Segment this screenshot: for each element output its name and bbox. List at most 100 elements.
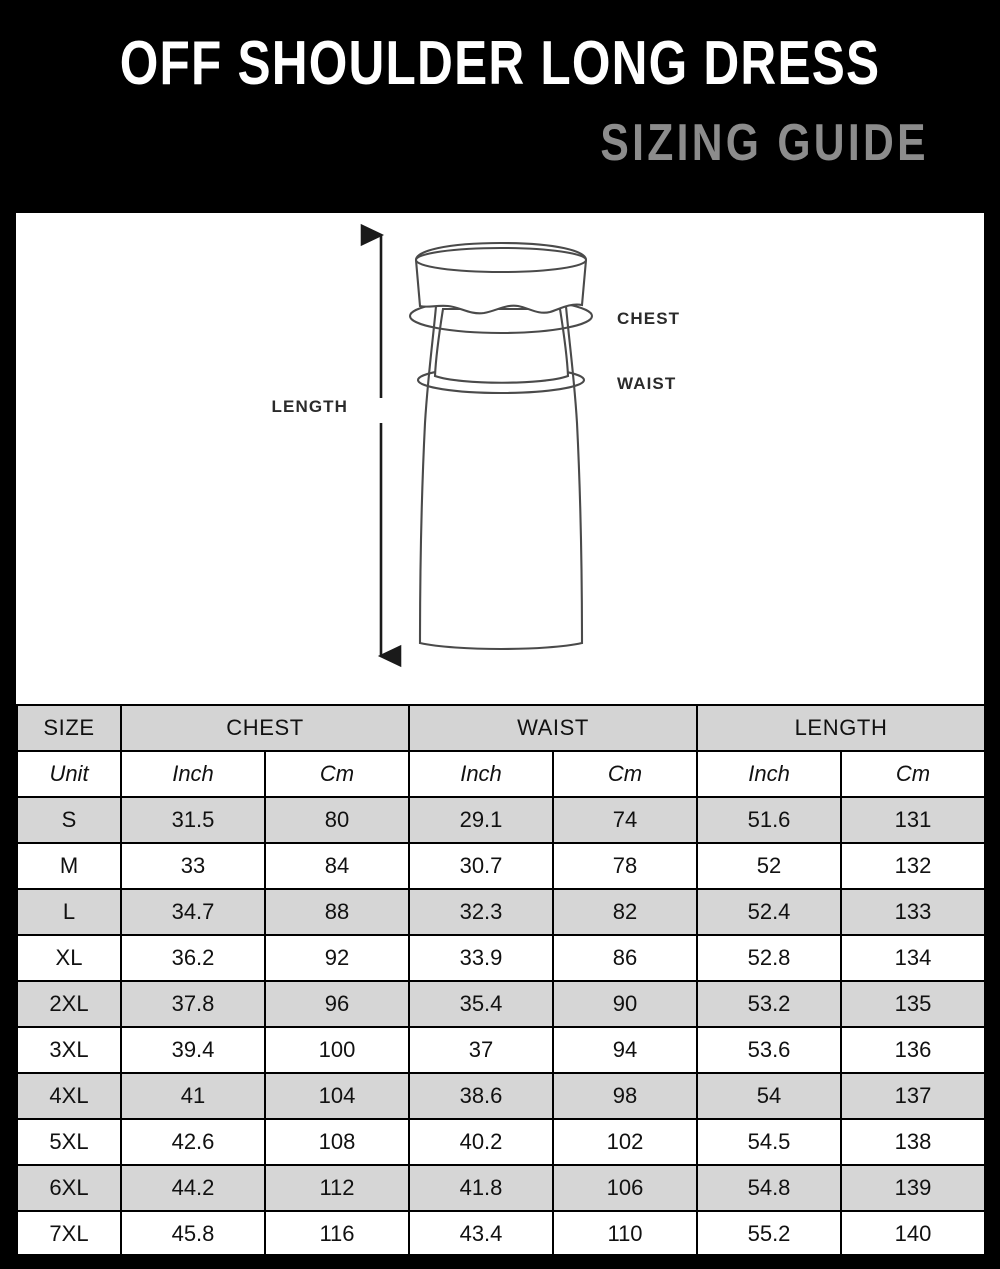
table-head: SIZE CHEST WAIST LENGTH — [16, 704, 987, 752]
table-group-header-row: SIZE CHEST WAIST LENGTH — [16, 704, 987, 752]
cell-chest-cm: 116 — [264, 1210, 410, 1258]
waist-label: WAIST — [617, 374, 676, 393]
cell-size: 5XL — [16, 1118, 122, 1166]
cell-length-cm: 135 — [840, 980, 987, 1028]
cell-waist-cm: 106 — [551, 1164, 699, 1212]
unit-chest-inch: Inch — [120, 750, 266, 798]
header-chest: CHEST — [120, 704, 410, 752]
cell-waist-cm: 74 — [551, 796, 699, 844]
cell-length-inch: 55.2 — [696, 1210, 843, 1258]
cell-waist-inch: 37 — [408, 1026, 554, 1074]
cell-size: S — [16, 796, 122, 844]
cell-chest-inch: 42.6 — [120, 1118, 266, 1166]
cell-length-inch: 54.5 — [696, 1118, 843, 1166]
cell-chest-inch: 34.7 — [120, 888, 266, 936]
bottom-frame-bar — [0, 1254, 1000, 1269]
unit-waist-inch: Inch — [408, 750, 554, 798]
table-row: 6XL 44.2 112 41.8 106 54.8 139 — [16, 1164, 987, 1212]
cell-chest-inch: 37.8 — [120, 980, 266, 1028]
cell-size: 6XL — [16, 1164, 122, 1212]
table-row: M 33 84 30.7 78 52 132 — [16, 842, 987, 890]
cell-length-inch: 53.2 — [696, 980, 843, 1028]
cell-length-cm: 134 — [840, 934, 987, 982]
cell-length-cm: 131 — [840, 796, 987, 844]
cell-waist-inch: 33.9 — [408, 934, 554, 982]
cell-chest-cm: 96 — [264, 980, 410, 1028]
cell-chest-cm: 112 — [264, 1164, 410, 1212]
cell-chest-cm: 80 — [264, 796, 410, 844]
cell-waist-inch: 32.3 — [408, 888, 554, 936]
cell-waist-cm: 110 — [551, 1210, 699, 1258]
cell-length-cm: 138 — [840, 1118, 987, 1166]
cell-size: 2XL — [16, 980, 122, 1028]
garment-diagram-panel: CHEST WAIST LENGTH — [16, 213, 984, 704]
page-title: OFF SHOULDER LONG DRESS — [119, 29, 881, 98]
cell-chest-inch: 44.2 — [120, 1164, 266, 1212]
dress-diagram: CHEST WAIST LENGTH — [272, 223, 680, 668]
cell-size: XL — [16, 934, 122, 982]
table-row: 4XL 41 104 38.6 98 54 137 — [16, 1072, 987, 1120]
cell-size: M — [16, 842, 122, 890]
dress-bodice-shape — [433, 307, 570, 384]
cell-waist-cm: 98 — [551, 1072, 699, 1120]
cell-length-inch: 52 — [696, 842, 843, 890]
table-row: 3XL 39.4 100 37 94 53.6 136 — [16, 1026, 987, 1074]
cell-length-cm: 136 — [840, 1026, 987, 1074]
cell-waist-cm: 94 — [551, 1026, 699, 1074]
cell-waist-inch: 41.8 — [408, 1164, 554, 1212]
table-row: L 34.7 88 32.3 82 52.4 133 — [16, 888, 987, 936]
neckline-opening — [415, 247, 587, 273]
cell-waist-cm: 102 — [551, 1118, 699, 1166]
cell-waist-inch: 30.7 — [408, 842, 554, 890]
cell-size: L — [16, 888, 122, 936]
unit-length-cm: Cm — [840, 750, 987, 798]
cell-waist-inch: 43.4 — [408, 1210, 554, 1258]
cell-length-inch: 54.8 — [696, 1164, 843, 1212]
cell-waist-inch: 40.2 — [408, 1118, 554, 1166]
table-body: Unit Inch Cm Inch Cm Inch Cm S 31.5 80 2… — [16, 750, 987, 1258]
cell-waist-cm: 90 — [551, 980, 699, 1028]
cell-size: 7XL — [16, 1210, 122, 1258]
cell-chest-inch: 31.5 — [120, 796, 266, 844]
chest-label: CHEST — [617, 309, 680, 328]
cell-length-inch: 52.8 — [696, 934, 843, 982]
cell-waist-cm: 86 — [551, 934, 699, 982]
cell-chest-inch: 45.8 — [120, 1210, 266, 1258]
cell-chest-cm: 104 — [264, 1072, 410, 1120]
cell-chest-inch: 41 — [120, 1072, 266, 1120]
cell-length-cm: 137 — [840, 1072, 987, 1120]
unit-chest-cm: Cm — [264, 750, 410, 798]
page-subtitle: SIZING GUIDE — [600, 114, 929, 172]
header-length: LENGTH — [696, 704, 987, 752]
unit-label: Unit — [16, 750, 122, 798]
cell-waist-cm: 82 — [551, 888, 699, 936]
dress-skirt-shape — [418, 293, 584, 651]
cell-length-cm: 132 — [840, 842, 987, 890]
cell-waist-cm: 78 — [551, 842, 699, 890]
cell-chest-cm: 92 — [264, 934, 410, 982]
table-unit-row: Unit Inch Cm Inch Cm Inch Cm — [16, 750, 987, 798]
header-size: SIZE — [16, 704, 122, 752]
header-banner: OFF SHOULDER LONG DRESS SIZING GUIDE — [0, 0, 1000, 196]
cell-size: 3XL — [16, 1026, 122, 1074]
size-chart-table: SIZE CHEST WAIST LENGTH Unit Inch Cm Inc… — [16, 704, 987, 1258]
cell-chest-cm: 108 — [264, 1118, 410, 1166]
length-label: LENGTH — [272, 397, 348, 416]
cell-length-cm: 139 — [840, 1164, 987, 1212]
cell-length-cm: 140 — [840, 1210, 987, 1258]
cell-chest-inch: 33 — [120, 842, 266, 890]
table-row: 2XL 37.8 96 35.4 90 53.2 135 — [16, 980, 987, 1028]
table-row: XL 36.2 92 33.9 86 52.8 134 — [16, 934, 987, 982]
cell-length-inch: 54 — [696, 1072, 843, 1120]
cell-chest-inch: 36.2 — [120, 934, 266, 982]
size-chart-container: SIZE CHEST WAIST LENGTH Unit Inch Cm Inc… — [16, 704, 987, 1258]
cell-chest-inch: 39.4 — [120, 1026, 266, 1074]
cell-length-inch: 51.6 — [696, 796, 843, 844]
cell-length-inch: 53.6 — [696, 1026, 843, 1074]
cell-chest-cm: 100 — [264, 1026, 410, 1074]
unit-waist-cm: Cm — [551, 750, 699, 798]
header-waist: WAIST — [407, 704, 699, 752]
cell-chest-cm: 84 — [264, 842, 410, 890]
cell-length-cm: 133 — [840, 888, 987, 936]
table-row: 5XL 42.6 108 40.2 102 54.5 138 — [16, 1118, 987, 1166]
